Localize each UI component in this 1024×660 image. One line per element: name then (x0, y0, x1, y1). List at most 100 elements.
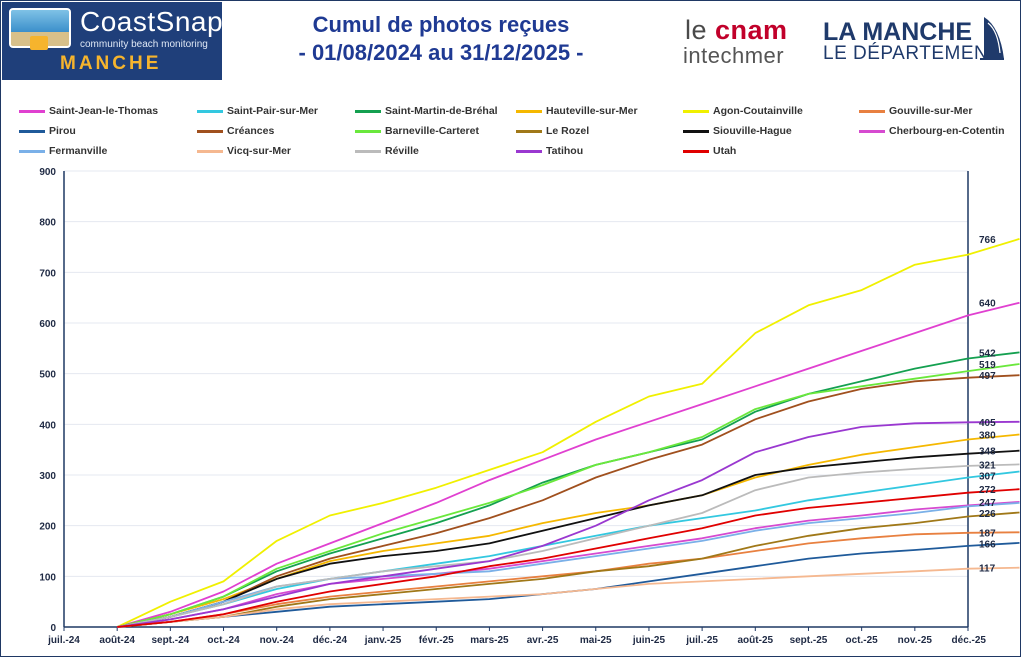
legend-swatch (19, 149, 45, 153)
y-tick-label: 500 (39, 370, 56, 381)
legend-swatch (516, 129, 542, 133)
axis-layer: 0 100 200 300 400 500 600 700 800 900 juil.-24 août… (39, 167, 986, 646)
legend-swatch (19, 109, 45, 113)
legend-item: Créances (197, 121, 274, 141)
legend-label: Gouville-sur-Mer (889, 105, 973, 117)
legend-swatch (683, 109, 709, 113)
legend-label: Hauteville-sur-Mer (546, 105, 638, 117)
legend-label: Siouville-Hague (713, 125, 792, 137)
sail-icon (980, 17, 1005, 60)
chart-title-line2: - 01/08/2024 au 31/12/2025 - (298, 40, 584, 65)
x-tick-label: nov.-25 (898, 635, 933, 646)
end-value-label: 321 (979, 460, 996, 471)
cnam-brand: cnam (715, 15, 788, 45)
coastsnap-region: MANCHE (60, 53, 162, 74)
y-tick-label: 400 (39, 420, 56, 431)
legend-label: Saint-Martin-de-Bréhal (385, 105, 498, 117)
y-tick-label: 300 (39, 471, 56, 482)
legend-item: Vicq-sur-Mer (197, 141, 291, 161)
coastsnap-pin-icon (30, 36, 48, 50)
x-tick-label: déc.-25 (952, 635, 987, 646)
end-value-label: 247 (979, 498, 996, 509)
series-line (117, 542, 1020, 628)
end-value-label: 519 (979, 360, 996, 371)
series-line (117, 488, 1020, 628)
legend-item: Cherbourg-en-Cotentin (859, 121, 1005, 141)
legend-item: Saint-Pair-sur-Mer (197, 101, 318, 121)
cnam-logo: le cnam (685, 15, 788, 46)
x-tick-label: sept.-25 (790, 635, 828, 646)
legend-item: Pirou (19, 121, 76, 141)
series-line (117, 501, 1020, 628)
end-value-label: 272 (979, 485, 996, 496)
x-tick-label: juil.-24 (47, 635, 80, 646)
end-value-label: 405 (979, 418, 996, 429)
legend-item: Fermanville (19, 141, 107, 161)
legend-label: Saint-Pair-sur-Mer (227, 105, 319, 117)
y-tick-label: 700 (39, 268, 56, 279)
end-value-label: 766 (979, 235, 996, 246)
coastsnap-logo: CoastSnap community beach monitoring MAN… (2, 2, 224, 80)
legend-item: Réville (355, 141, 419, 161)
end-value-label: 307 (979, 471, 996, 482)
legend-label: Vicq-sur-Mer (227, 145, 291, 157)
series-line (116, 433, 1020, 628)
chart-title: Cumul de photos reçues - 01/08/2024 au 3… (251, 11, 631, 67)
legend-label: Pirou (49, 125, 76, 137)
legend-swatch (197, 129, 223, 133)
legend-item: Gouville-sur-Mer (859, 101, 972, 121)
legend-swatch (859, 129, 885, 133)
x-tick-label: févr.-25 (419, 635, 454, 646)
series-line (117, 566, 1020, 628)
series-line (116, 351, 1020, 628)
legend-label: Créances (227, 125, 275, 137)
y-tick-label: 600 (39, 319, 56, 330)
legend-item: Tatihou (516, 141, 583, 161)
legend-swatch (516, 109, 542, 113)
legend-swatch (355, 129, 381, 133)
legend-label: Saint-Jean-le-Thomas (49, 105, 159, 117)
cnam-le: le (685, 15, 716, 45)
end-value-label: 226 (979, 509, 996, 520)
y-tick-label: 800 (39, 218, 56, 229)
y-tick-label: 900 (39, 167, 56, 178)
series-line (117, 463, 1020, 628)
legend-label: Cherbourg-en-Cotentin (889, 125, 1005, 137)
x-tick-label: janv.-25 (364, 635, 402, 646)
coastsnap-title: CoastSnap (80, 6, 224, 37)
end-value-label: 166 (979, 539, 996, 550)
dept-name: LA MANCHE (823, 18, 973, 46)
x-tick-label: déc.-24 (313, 635, 348, 646)
legend-label: Barneville-Carteret (385, 125, 479, 137)
x-tick-label: oct.-25 (846, 635, 879, 646)
series-line (117, 531, 1020, 628)
x-tick-label: mars-25 (470, 635, 509, 646)
legend-swatch (516, 149, 542, 153)
series-line (116, 238, 1020, 628)
end-value-label: 542 (979, 348, 996, 359)
series-line (117, 470, 1020, 628)
legend-swatch (859, 109, 885, 113)
x-tick-label: avr.-25 (527, 635, 559, 646)
legend-label: Utah (713, 145, 737, 157)
chart-title-line1: Cumul de photos reçues (312, 12, 570, 37)
legend-swatch (683, 149, 709, 153)
legend-item: Saint-Martin-de-Bréhal (355, 101, 498, 121)
series-line (117, 449, 1020, 628)
series-line (116, 301, 1020, 628)
end-value-label: 497 (979, 371, 996, 382)
x-tick-label: nov.-24 (260, 635, 295, 646)
series-line (117, 374, 1020, 628)
dept-subtitle: LE DÉPARTEMENT (823, 43, 1001, 64)
x-tick-label: août-24 (99, 635, 135, 646)
end-value-label: 348 (979, 447, 996, 458)
legend-item: Utah (683, 141, 736, 161)
series-line (117, 511, 1020, 628)
legend-item: Siouville-Hague (683, 121, 792, 141)
x-tick-label: août-25 (738, 635, 774, 646)
x-tick-label: sept.-24 (151, 635, 189, 646)
series-line (117, 420, 1020, 628)
chart-legend: Saint-Jean-le-Thomas Saint-Pair-sur-Mer Sa… (19, 101, 1019, 163)
